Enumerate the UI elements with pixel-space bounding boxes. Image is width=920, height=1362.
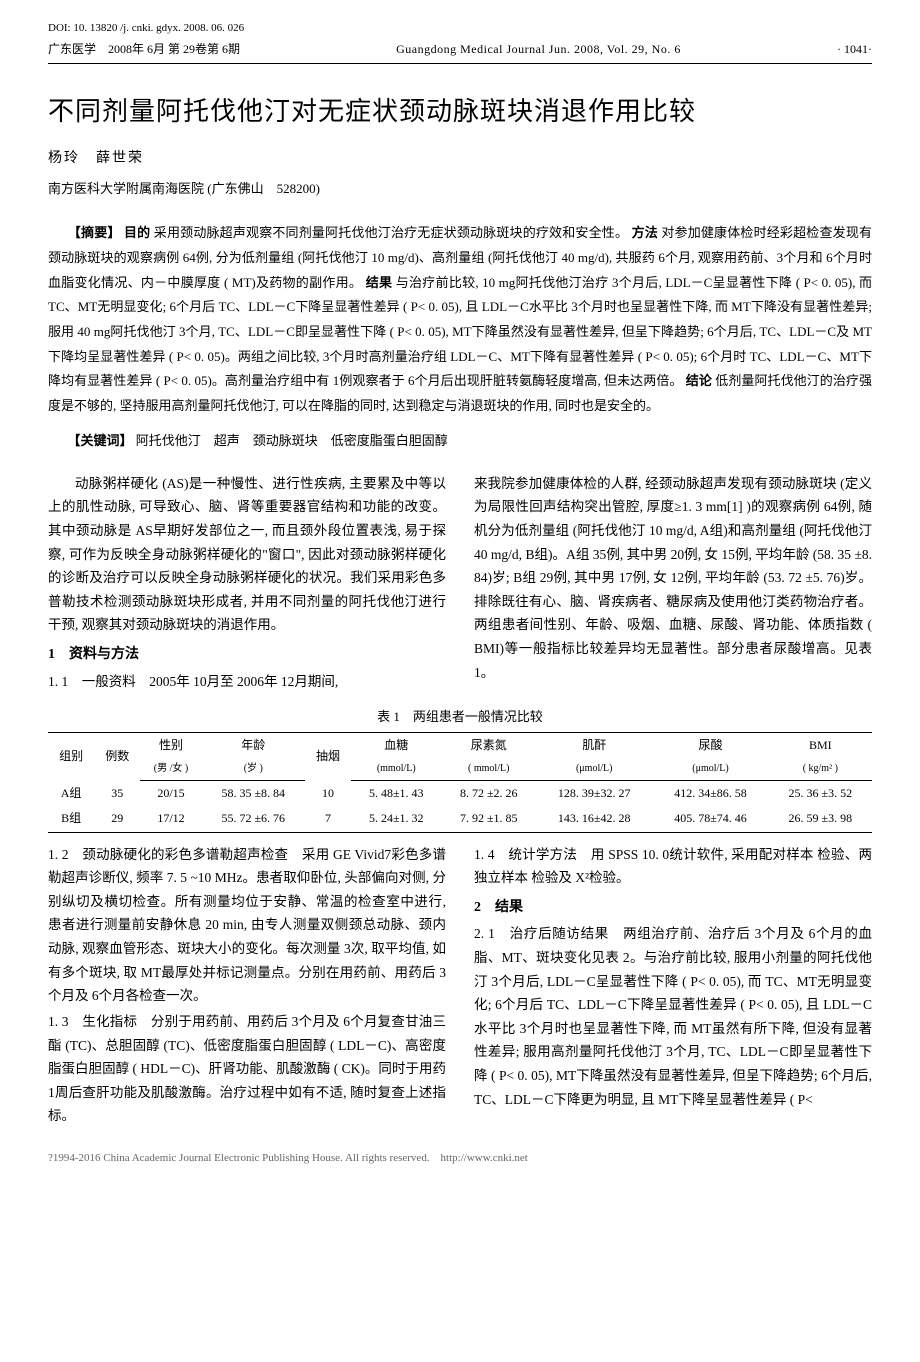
cell: 55. 72 ±6. 76 [202, 806, 305, 832]
right-column-lower: 1. 4 统计学方法 用 SPSS 10. 0统计软件, 采用配对样本 检验、两… [474, 843, 872, 1131]
methods-label: 方法 [632, 225, 658, 240]
th-age-sub: (岁 ) [202, 758, 305, 781]
cell: 17/12 [140, 806, 201, 832]
two-column-body: 动脉粥样硬化 (AS)是一种慢性、进行性疾病, 主要累及中等以上的肌性动脉, 可… [48, 472, 872, 696]
cell: 5. 48±1. 43 [351, 781, 441, 807]
left-column-lower: 1. 2 颈动脉硬化的彩色多谱勒超声检查 采用 GE Vivid7彩色多谱勒超声… [48, 843, 446, 1131]
th-cr-sub: (μmol/L) [536, 758, 652, 781]
intro-paragraph: 动脉粥样硬化 (AS)是一种慢性、进行性疾病, 主要累及中等以上的肌性动脉, 可… [48, 472, 446, 637]
right-column: 来我院参加健康体检的人群, 经颈动脉超声发现有颈动脉斑块 (定义为局限性回声结构… [474, 472, 872, 696]
section-1-2: 1. 2 颈动脉硬化的彩色多谱勒超声检查 采用 GE Vivid7彩色多谱勒超声… [48, 843, 446, 1008]
th-glucose: 血糖 [351, 732, 441, 758]
results-label: 结果 [366, 275, 393, 290]
table-row: A组 35 20/15 58. 35 ±8. 84 10 5. 48±1. 43… [48, 781, 872, 807]
cell: 26. 59 ±3. 98 [769, 806, 872, 832]
th-ua-sub: (μmol/L) [652, 758, 768, 781]
article-title: 不同剂量阿托伐他汀对无症状颈动脉斑块消退作用比较 [48, 94, 872, 130]
journal-cn: 广东医学 2008年 6月 第 29卷第 6期 [48, 40, 240, 59]
section-1-head: 1 资料与方法 [48, 643, 446, 668]
table-row: B组 29 17/12 55. 72 ±6. 76 7 5. 24±1. 32 … [48, 806, 872, 832]
section-1-1-cont: 来我院参加健康体检的人群, 经颈动脉超声发现有颈动脉斑块 (定义为局限性回声结构… [474, 472, 872, 685]
cell: 5. 24±1. 32 [351, 806, 441, 832]
th-glucose-sub: (mmol/L) [351, 758, 441, 781]
th-group: 组别 [48, 732, 94, 780]
th-ua: 尿酸 [652, 732, 768, 758]
cell: 35 [94, 781, 140, 807]
conclusion-label: 结论 [686, 373, 712, 388]
cell: B组 [48, 806, 94, 832]
th-n: 例数 [94, 732, 140, 780]
cell: 143. 16±42. 28 [536, 806, 652, 832]
table-1: 组别 例数 性别 年龄 抽烟 血糖 尿素氮 肌酐 尿酸 BMI (男 /女 ) … [48, 732, 872, 833]
results-text: 与治疗前比较, 10 mg阿托伐他汀治疗 3个月后, LDL－C呈显著性下降 (… [48, 275, 872, 389]
section-1-3: 1. 3 生化指标 分别于用药前、用药后 3个月及 6个月复查甘油三酯 (TC)… [48, 1010, 446, 1128]
table-1-caption: 表 1 两组患者一般情况比较 [48, 707, 872, 728]
th-cr: 肌酐 [536, 732, 652, 758]
cell: 412. 34±86. 58 [652, 781, 768, 807]
cell: 7. 92 ±1. 85 [441, 806, 536, 832]
cell: 7 [305, 806, 351, 832]
header-bar: 广东医学 2008年 6月 第 29卷第 6期 Guangdong Medica… [48, 40, 872, 64]
th-bmi: BMI [769, 732, 872, 758]
objective-label: 目的 [124, 225, 150, 240]
cell: A组 [48, 781, 94, 807]
cell: 29 [94, 806, 140, 832]
cell: 8. 72 ±2. 26 [441, 781, 536, 807]
cell: 58. 35 ±8. 84 [202, 781, 305, 807]
th-bmi-sub: ( kg/m² ) [769, 758, 872, 781]
authors: 杨玲 薛世荣 [48, 148, 872, 170]
affiliation: 南方医科大学附属南海医院 (广东佛山 528200) [48, 179, 872, 200]
th-bun: 尿素氮 [441, 732, 536, 758]
table-1-block: 表 1 两组患者一般情况比较 组别 例数 性别 年龄 抽烟 血糖 尿素氮 肌酐 … [48, 707, 872, 832]
th-sex: 性别 [140, 732, 201, 758]
cell: 128. 39±32. 27 [536, 781, 652, 807]
section-1-4: 1. 4 统计学方法 用 SPSS 10. 0统计软件, 采用配对样本 检验、两… [474, 843, 872, 890]
cell: 10 [305, 781, 351, 807]
th-sex-sub: (男 /女 ) [140, 758, 201, 781]
th-age: 年龄 [202, 732, 305, 758]
two-column-body-lower: 1. 2 颈动脉硬化的彩色多谱勒超声检查 采用 GE Vivid7彩色多谱勒超声… [48, 843, 872, 1131]
th-bun-sub: ( mmol/L) [441, 758, 536, 781]
keywords-text: 阿托伐他汀 超声 颈动脉斑块 低密度脂蛋白胆固醇 [136, 433, 448, 448]
keywords-block: 【关键词】 阿托伐他汀 超声 颈动脉斑块 低密度脂蛋白胆固醇 [48, 431, 872, 452]
abstract-block: 【摘要】 目的 采用颈动脉超声观察不同剂量阿托伐他汀治疗无症状颈动脉斑块的疗效和… [48, 221, 872, 419]
footer-note: ?1994-2016 China Academic Journal Electr… [48, 1150, 872, 1168]
section-2-head: 2 结果 [474, 896, 872, 921]
journal-en: Guangdong Medical Journal Jun. 2008, Vol… [396, 40, 681, 59]
section-2-1: 2. 1 治疗后随访结果 两组治疗前、治疗后 3个月及 6个月的血脂、MT、斑块… [474, 922, 872, 1111]
objective-text: 采用颈动脉超声观察不同剂量阿托伐他汀治疗无症状颈动脉斑块的疗效和安全性。 [154, 225, 628, 240]
page-number: · 1041· [837, 40, 872, 59]
cell: 405. 78±74. 46 [652, 806, 768, 832]
left-column: 动脉粥样硬化 (AS)是一种慢性、进行性疾病, 主要累及中等以上的肌性动脉, 可… [48, 472, 446, 696]
keywords-label: 【关键词】 [74, 433, 133, 448]
cell: 25. 36 ±3. 52 [769, 781, 872, 807]
doi-line: DOI: 10. 13820 /j. cnki. gdyx. 2008. 06.… [48, 20, 872, 38]
th-smoke: 抽烟 [305, 732, 351, 780]
abstract-label: 【摘要】 [74, 225, 120, 240]
section-1-1: 1. 1 一般资料 2005年 10月至 2006年 12月期间, [48, 670, 446, 694]
cell: 20/15 [140, 781, 201, 807]
